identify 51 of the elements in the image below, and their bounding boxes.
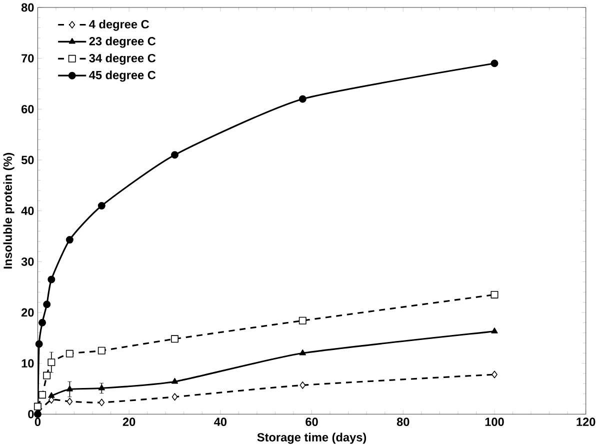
point: [298, 316, 306, 324]
x-tick-label: 120: [576, 418, 596, 426]
point: [66, 398, 73, 406]
legend-label: 23 degree C: [89, 36, 156, 48]
point: [66, 236, 74, 244]
x-axis-title: Storage time (days): [257, 432, 366, 444]
y-tick-label: 70: [22, 54, 34, 62]
y-tick-label: 60: [22, 104, 34, 114]
x-tick-label: 100: [485, 418, 504, 426]
y-tick-label: 50: [21, 156, 34, 164]
point: [38, 391, 46, 399]
y-axis-title: Insoluble protein (%): [3, 152, 14, 268]
point: [98, 202, 106, 210]
point: [171, 378, 178, 384]
point: [48, 392, 55, 398]
y-tick-label: 40: [21, 206, 34, 215]
point: [98, 398, 105, 406]
y-tick-label: 20: [21, 308, 34, 317]
point: [300, 381, 306, 389]
point: [35, 340, 43, 348]
legend-label: 4 degree C: [89, 20, 150, 31]
point: [492, 370, 498, 378]
point: [490, 60, 498, 68]
point: [98, 384, 105, 390]
x-tick-label: 40: [214, 418, 227, 426]
x-tick-label: 20: [122, 418, 136, 426]
point: [38, 318, 46, 326]
legend-label: 34 degree C: [89, 54, 156, 65]
y-tick-label: 10: [22, 359, 34, 368]
point: [48, 276, 56, 284]
point: [98, 346, 106, 354]
y-tick-label: 0: [28, 410, 34, 418]
point: [43, 300, 51, 308]
legend-label: 45 degree C: [89, 70, 156, 82]
point: [34, 402, 42, 410]
y-tick-label: 80: [21, 3, 34, 12]
point: [171, 151, 178, 159]
point: [490, 290, 498, 298]
point: [299, 349, 306, 356]
point: [66, 385, 73, 392]
point: [172, 393, 178, 401]
point: [298, 95, 306, 103]
x-tick-label: 60: [306, 418, 318, 426]
point: [491, 327, 498, 334]
point: [43, 372, 51, 380]
x-tick-label: 0: [34, 418, 41, 426]
point: [66, 350, 74, 358]
x-tick-label: 80: [396, 418, 410, 426]
point: [171, 335, 178, 343]
y-tick-label: 30: [21, 257, 34, 266]
point: [48, 358, 56, 366]
